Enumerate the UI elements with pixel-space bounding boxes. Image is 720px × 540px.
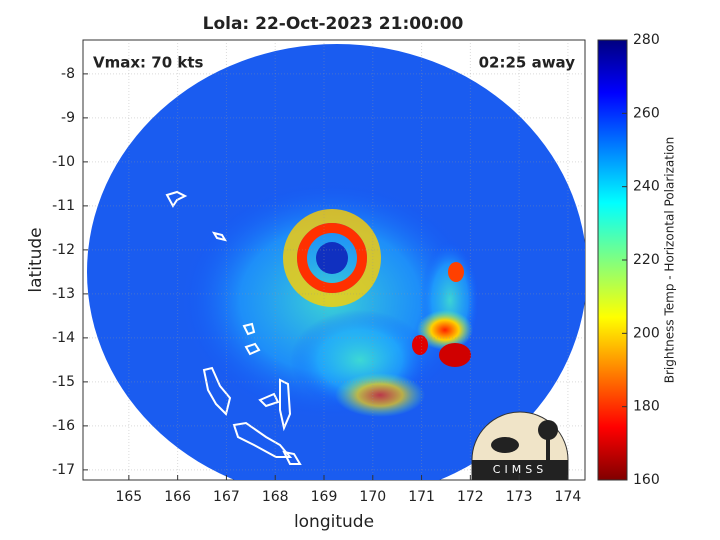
time-annotation: 02:25 away (479, 54, 576, 72)
title: Lola: 22-Oct-2023 21:00:00 (203, 14, 464, 34)
y-tick-label: -16 (52, 418, 75, 434)
grid (83, 40, 585, 480)
swath (87, 44, 585, 480)
x-tick-label: 171 (408, 489, 435, 505)
x-tick-label: 166 (164, 489, 191, 505)
x-tick-label: 170 (359, 489, 386, 505)
x-tick-label: 169 (311, 489, 338, 505)
x-tick-label: 173 (506, 489, 533, 505)
y-tick-label: -17 (52, 462, 75, 478)
y-tick-label: -11 (52, 198, 75, 214)
y-tick-label: -8 (61, 66, 75, 82)
x-tick-label: 167 (213, 489, 240, 505)
colorbar-tick-label: 240 (633, 179, 660, 195)
y-tick-label: -14 (52, 330, 75, 346)
x-tick-label: 172 (457, 489, 484, 505)
vmax-annotation: Vmax: 70 kts (93, 54, 203, 72)
x-tick-label: 168 (262, 489, 289, 505)
x-axis-label: longitude (294, 512, 374, 532)
y-axis-label: latitude (26, 227, 46, 292)
x-tick-label: 174 (555, 489, 582, 505)
y-tick-label: -9 (61, 110, 75, 126)
y-tick-label: -13 (52, 286, 75, 302)
x-tick-label: 165 (115, 489, 142, 505)
colorbar-tick-label: 180 (633, 399, 660, 415)
y-tick-label: -15 (52, 374, 75, 390)
colorbar-tick-label: 260 (633, 105, 660, 121)
colorbar-tick-label: 220 (633, 252, 660, 268)
logo: CIMSS (471, 411, 569, 481)
colorbar-tick-label: 200 (633, 325, 660, 341)
colorbar-tick-label: 280 (633, 32, 660, 48)
colorbar-label: Brightness Temp - Horizontal Polarizatio… (663, 137, 677, 384)
y-tick-label: -10 (52, 154, 75, 170)
y-tick-label: -12 (52, 242, 75, 258)
colorbar-tick-label: 160 (633, 472, 660, 488)
logo-text: CIMSS (493, 463, 547, 476)
